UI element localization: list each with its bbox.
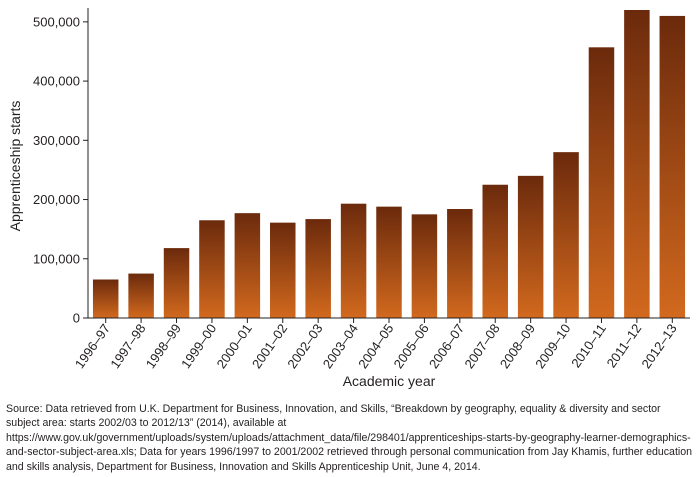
bar-2002–03 [305, 219, 331, 318]
y-axis-ticks: 0 100,000 200,000 300,000 400,000 500,000 [33, 14, 88, 326]
x-tick-label: 2006–07 [426, 321, 467, 371]
bar-1997–98 [128, 273, 154, 318]
bar-2011–12 [624, 10, 650, 318]
bar-2008–09 [517, 175, 544, 318]
bar-2004–05 [376, 206, 402, 318]
x-tick-label: 1999–00 [178, 321, 219, 371]
x-tick-label: 2004–05 [355, 321, 396, 371]
x-tick-label: 2008–09 [497, 321, 538, 371]
bar-2012–13 [659, 15, 686, 319]
y-tick-label: 100,000 [33, 251, 80, 266]
x-tick-label: 2001–02 [249, 321, 290, 371]
bar-2009–10 [553, 152, 579, 318]
bar-2005–06 [411, 214, 438, 318]
x-tick-label: 2003–04 [320, 321, 361, 371]
x-tick-label: 2007–08 [461, 321, 502, 371]
y-tick-label: 200,000 [33, 192, 80, 207]
bar-2006–07 [447, 209, 473, 318]
bar-2000–01 [234, 213, 261, 318]
y-axis-title: Apprenticeship starts [7, 101, 23, 232]
x-tick-label: 2002–03 [284, 321, 325, 371]
x-tick-label: 2010–11 [568, 321, 609, 370]
bar-2007–08 [482, 184, 508, 318]
bar-chart: 0 100,000 200,000 300,000 400,000 500,000 199… [7, 8, 690, 389]
y-tick-label: 400,000 [33, 74, 80, 89]
bar-1996–97 [92, 279, 119, 318]
x-axis-title: Academic year [343, 373, 436, 389]
bar-2001–02 [270, 222, 296, 318]
bar-1999–00 [199, 220, 225, 318]
x-tick-label: 1997–98 [107, 321, 148, 371]
x-tick-label: 1996–97 [72, 321, 113, 371]
y-tick-label: 0 [73, 311, 80, 326]
bar-2003–04 [340, 203, 367, 318]
y-tick-label: 300,000 [33, 133, 80, 148]
x-tick-label: 1998–99 [143, 321, 184, 371]
bars [92, 10, 686, 319]
x-tick-label: 2009–10 [532, 321, 573, 371]
y-tick-label: 500,000 [33, 14, 80, 29]
bar-2010–11 [588, 47, 615, 319]
bar-1998–99 [163, 248, 190, 318]
x-tick-label: 2012–13 [638, 321, 679, 371]
x-axis-ticks: 1996–971997–981998–991999–002000–012001–… [72, 318, 680, 371]
source-note: Source: Data retrieved from U.K. Departm… [6, 403, 693, 473]
x-tick-label: 2005–06 [391, 321, 432, 371]
x-tick-label: 2000–01 [213, 321, 254, 371]
